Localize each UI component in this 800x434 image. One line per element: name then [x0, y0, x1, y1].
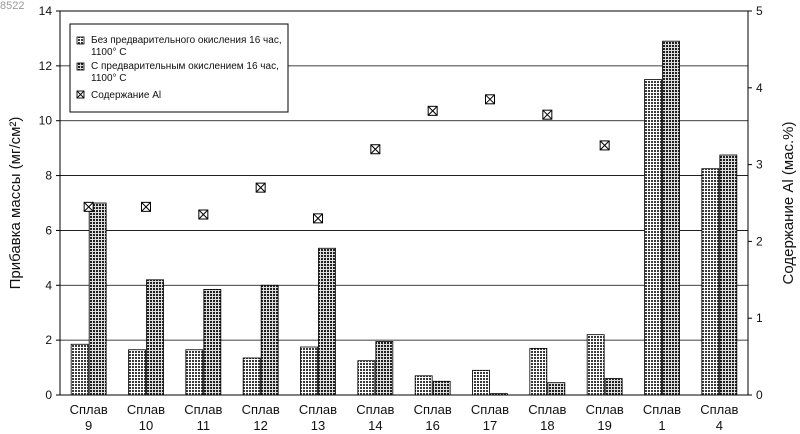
- legend-label-preox-line2: 1100° С: [91, 73, 127, 84]
- corner-id-text: 8522: [0, 0, 24, 12]
- y-tick-label: 4: [45, 278, 52, 292]
- y-tick-label: 12: [39, 59, 53, 73]
- bar-preox: [605, 379, 622, 395]
- category-number: 14: [368, 418, 382, 433]
- category-label: Сплав: [528, 402, 566, 417]
- y2-tick-label: 5: [756, 4, 763, 18]
- y-tick-label: 8: [45, 169, 52, 183]
- legend-label-preox-line1: С предварительным окислением 16 час,: [91, 61, 279, 72]
- y2-tick-label: 4: [756, 81, 763, 95]
- category-label: Сплав: [700, 402, 738, 417]
- legend-label-no-preox-line2: 1100° С: [91, 47, 127, 58]
- legend-label-al: Содержание Al: [91, 90, 161, 101]
- al-marker: [84, 202, 93, 211]
- bar-preox: [663, 41, 680, 395]
- category-number: 12: [253, 418, 267, 433]
- category-number: 10: [139, 418, 153, 433]
- legend: Без предварительного окисления 16 час, 1…: [70, 24, 288, 112]
- category-number: 17: [483, 418, 497, 433]
- y-tick-label: 0: [45, 388, 52, 402]
- y-tick-label: 10: [39, 114, 53, 128]
- y-tick-label: 6: [45, 223, 52, 237]
- al-marker: [314, 214, 323, 223]
- y-axis-title: Прибавка массы (мг/см²): [7, 117, 24, 290]
- category-label: Сплав: [242, 402, 280, 417]
- category-label: Сплав: [356, 402, 394, 417]
- bar-no-preox: [702, 169, 719, 395]
- category-number: 19: [597, 418, 611, 433]
- bar-no-preox: [645, 80, 662, 395]
- bar-no-preox: [415, 376, 432, 395]
- category-number: 11: [197, 418, 211, 433]
- al-marker: [543, 110, 552, 119]
- al-marker: [142, 202, 151, 211]
- legend-label-no-preox-line1: Без предварительного окисления 16 час,: [91, 35, 282, 46]
- category-label: Сплав: [643, 402, 681, 417]
- category-label: Сплав: [471, 402, 509, 417]
- bar-no-preox: [587, 335, 604, 395]
- category-number: 16: [425, 418, 439, 433]
- category-label: Сплав: [127, 402, 165, 417]
- category-number: 4: [716, 418, 723, 433]
- bar-no-preox: [473, 370, 490, 395]
- bar-no-preox: [243, 358, 260, 395]
- category-number: 9: [85, 418, 92, 433]
- al-marker: [600, 141, 609, 150]
- bar-preox: [548, 383, 565, 395]
- category-number: 13: [311, 418, 325, 433]
- y2-tick-label: 0: [756, 388, 763, 402]
- legend-swatch-preox: [77, 63, 84, 70]
- y2-tick-label: 1: [756, 311, 763, 325]
- category-number: 18: [540, 418, 554, 433]
- bar-preox: [491, 394, 508, 395]
- bar-preox: [147, 280, 164, 395]
- category-labels: Сплав9Сплав10Сплав11Сплав12Сплав13Сплав1…: [70, 402, 739, 433]
- bar-preox: [204, 289, 221, 395]
- y2-tick-label: 3: [756, 158, 763, 172]
- bar-preox: [89, 203, 106, 395]
- bar-no-preox: [530, 348, 547, 395]
- al-marker: [371, 145, 380, 154]
- al-marker: [428, 106, 437, 115]
- bar-preox: [433, 381, 450, 395]
- bar-preox: [319, 248, 336, 395]
- bar-no-preox: [186, 350, 203, 395]
- bar-preox: [376, 342, 393, 395]
- category-label: Сплав: [299, 402, 337, 417]
- category-label: Сплав: [586, 402, 624, 417]
- al-markers: [84, 95, 609, 223]
- al-marker: [199, 210, 208, 219]
- bar-preox: [720, 155, 737, 395]
- category-label: Сплав: [414, 402, 452, 417]
- legend-swatch-no-preox: [77, 37, 84, 44]
- bar-preox: [261, 285, 278, 395]
- category-label: Сплав: [184, 402, 222, 417]
- bar-no-preox: [358, 361, 375, 395]
- al-marker: [256, 183, 265, 192]
- category-label: Сплав: [70, 402, 108, 417]
- y2-tick-label: 2: [756, 234, 763, 248]
- y-tick-label: 2: [45, 333, 52, 347]
- legend-marker-al: [77, 91, 84, 98]
- bar-no-preox: [129, 350, 146, 395]
- bar-no-preox: [71, 344, 88, 395]
- bar-no-preox: [301, 347, 318, 395]
- y2-axis-title: Содержание Al (мас.%): [780, 122, 797, 285]
- category-number: 1: [658, 418, 665, 433]
- y-tick-label: 14: [39, 4, 53, 18]
- al-marker: [486, 95, 495, 104]
